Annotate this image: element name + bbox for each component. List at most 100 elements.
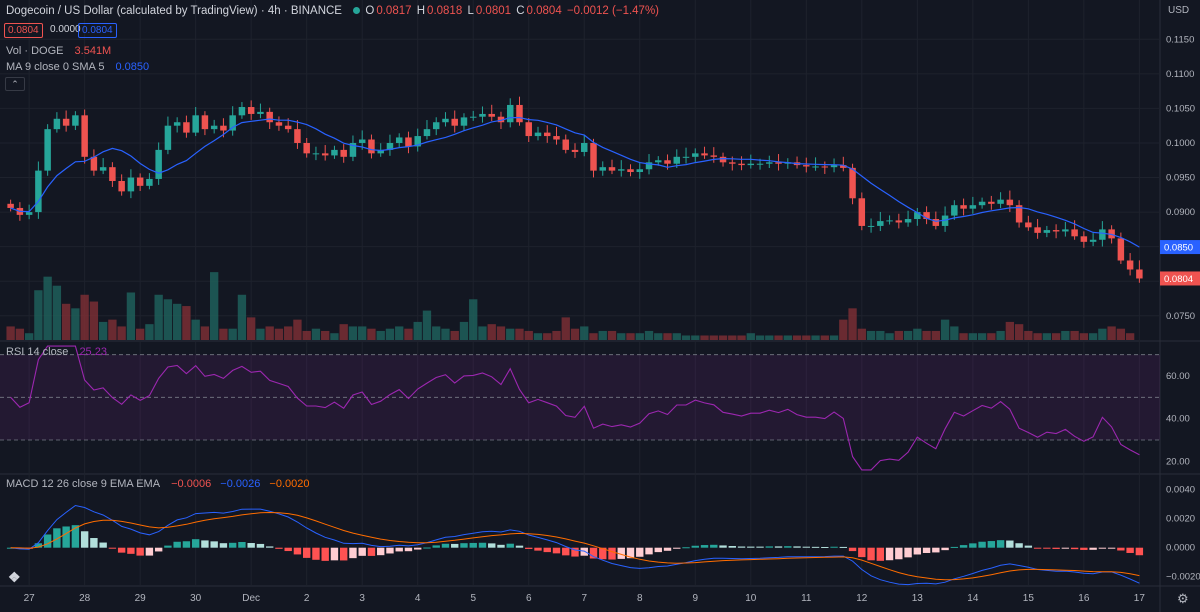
collapse-legend-button[interactable]: ⌃	[5, 77, 25, 91]
macd-histogram-bar	[312, 547, 320, 560]
gear-icon[interactable]: ⚙	[1177, 591, 1189, 606]
macd-histogram-bar	[913, 547, 922, 555]
volume-bar	[422, 310, 432, 340]
macd-histogram-bar	[469, 542, 477, 548]
macd-histogram-bar	[182, 541, 191, 548]
candle-body	[766, 162, 773, 164]
close-value: 0.0804	[526, 5, 562, 17]
macd-tick-label: 0.0040	[1166, 485, 1195, 496]
candle-body	[849, 167, 856, 199]
candle-body	[377, 149, 384, 154]
macd-histogram-bar	[700, 545, 709, 548]
macd-histogram-bar	[1033, 547, 1042, 549]
macd-histogram-bar	[201, 540, 209, 548]
volume-bar	[154, 294, 163, 340]
currency-label[interactable]: USD	[1168, 5, 1190, 16]
macd-histogram-bar	[1107, 547, 1116, 549]
macd-histogram-bar	[99, 542, 107, 548]
macd-histogram-bar	[173, 541, 181, 548]
volume-bar	[284, 326, 293, 340]
candle-body	[627, 169, 634, 173]
volume-bar	[839, 319, 848, 340]
volume-bar	[848, 308, 857, 340]
macd-histogram-bar	[386, 547, 394, 554]
time-tick-label: 12	[856, 593, 868, 604]
macd-legend[interactable]: MACD 12 26 close 9 EMA EMA −0.0006 −0.00…	[6, 478, 311, 490]
volume-legend[interactable]: Vol · DOGE 3.541M	[6, 45, 113, 57]
ma-legend[interactable]: MA 9 close 0 SMA 5 0.0850	[6, 61, 151, 73]
macd-histogram-bar	[284, 547, 292, 552]
candle-body	[25, 212, 33, 215]
time-tick-label: 17	[1134, 593, 1146, 604]
candle-body	[7, 203, 14, 208]
volume-bar	[1116, 328, 1126, 340]
volume-bar	[515, 328, 524, 340]
candle-body	[729, 162, 736, 164]
candle-body	[775, 162, 782, 164]
volume-bar	[1061, 330, 1070, 340]
candle-body	[146, 178, 153, 186]
volume-bar	[1051, 333, 1061, 340]
ma-legend-value: 0.0850	[115, 61, 150, 73]
candle-body	[978, 201, 986, 206]
rsi-legend[interactable]: RSI 14 close 25.23	[6, 346, 109, 358]
candle-body	[988, 201, 995, 204]
candle-body	[201, 115, 209, 130]
candle-body	[904, 219, 912, 223]
volume-bar	[802, 335, 811, 340]
macd-histogram-bar	[1006, 540, 1014, 548]
volume-bar	[311, 328, 321, 340]
macd-histogram-bar	[552, 547, 561, 554]
candle-body	[220, 125, 227, 131]
volume-bar	[1033, 333, 1042, 340]
macd-histogram-bar	[710, 544, 718, 548]
macd-histogram-bar	[728, 545, 736, 548]
macd-histogram-bar	[293, 547, 302, 555]
volume-bar	[163, 299, 173, 340]
candle-body	[266, 111, 273, 123]
symbol-title[interactable]: Dogecoin / US Dollar (calculated by Trad…	[6, 5, 342, 17]
volume-bar	[265, 326, 274, 340]
volume-bar	[145, 324, 154, 340]
macd-histogram-bar	[747, 546, 755, 548]
volume-bar	[792, 335, 802, 340]
macd-histogram-bar	[895, 547, 903, 560]
volume-bar	[755, 335, 765, 340]
volume-bar	[968, 333, 978, 340]
candle-body	[516, 104, 523, 123]
candle-body	[423, 129, 431, 137]
candle-body	[81, 115, 88, 157]
macd-histogram-bar	[432, 545, 440, 548]
tradingview-logo-icon[interactable]: ❖	[8, 569, 21, 585]
volume-bar	[487, 324, 496, 340]
sell-price-button[interactable]: 0.0804	[4, 23, 43, 38]
candle-body	[738, 163, 745, 166]
candle-body	[469, 116, 477, 118]
volume-bar	[247, 317, 256, 340]
macd-legend-macd: −0.0026	[220, 478, 261, 490]
candle-body	[756, 163, 764, 165]
volume-bar	[348, 326, 358, 340]
volume-bar	[450, 330, 459, 340]
macd-histogram-bar	[164, 545, 172, 548]
buy-price-button[interactable]: 0.0804	[78, 23, 117, 38]
symbol-legend[interactable]: Dogecoin / US Dollar (calculated by Trad…	[6, 5, 661, 17]
candle-body	[183, 122, 190, 133]
macd-histogram-bar	[784, 546, 792, 548]
macd-histogram-bar	[959, 545, 968, 548]
candle-body	[35, 170, 42, 213]
macd-histogram-bar	[219, 543, 228, 548]
candle-body	[664, 160, 671, 164]
candle-body	[1117, 238, 1125, 261]
volume-bar	[459, 321, 469, 340]
candle-body	[877, 221, 884, 226]
macd-legend-label: MACD 12 26 close 9 EMA EMA	[6, 478, 161, 490]
axes: 0.1150 0.1100 0.1050 0.1000 0.0950 0.0900 0.08…	[24, 34, 1200, 604]
volume-bar	[496, 326, 506, 340]
candle-body	[590, 142, 597, 171]
time-tick-label: 11	[801, 593, 812, 604]
macd-histogram-bar	[275, 547, 283, 549]
